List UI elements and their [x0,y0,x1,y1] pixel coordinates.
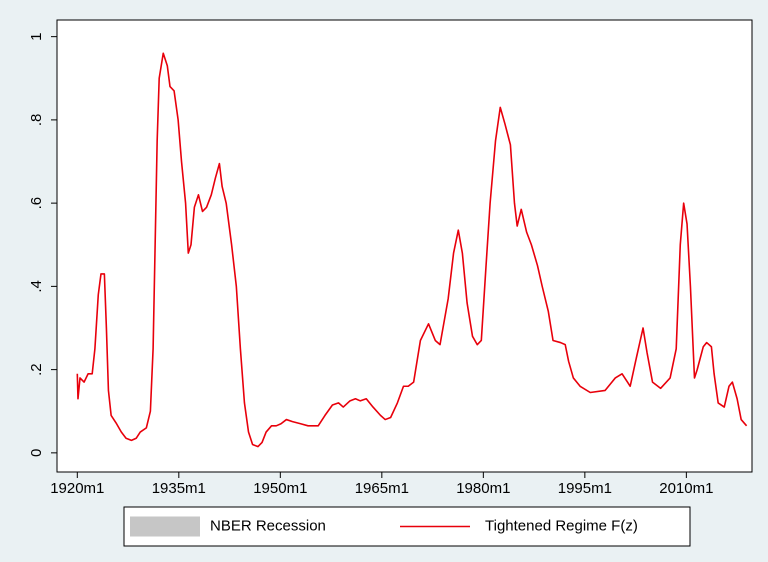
y-tick-label: 1 [28,32,45,40]
y-tick-label: 0 [28,449,45,457]
legend-label: Tightened Regime F(z) [485,517,638,534]
x-tick-label: 1920m1 [50,480,104,497]
x-tick-label: 1950m1 [253,480,307,497]
x-tick-label: 1935m1 [152,480,206,497]
x-tick-label: 2010m1 [659,480,713,497]
legend-label: NBER Recession [210,517,326,534]
y-tick-label: .8 [28,114,45,127]
y-tick-label: .2 [28,363,45,376]
plot-area [56,19,753,473]
data-line [76,52,748,448]
x-tick-label: 1995m1 [558,480,612,497]
y-tick-label: .6 [28,197,45,210]
x-tick-label: 1980m1 [456,480,510,497]
legend-swatch [130,516,200,537]
y-tick-label: .4 [28,280,45,293]
x-tick-label: 1965m1 [355,480,409,497]
